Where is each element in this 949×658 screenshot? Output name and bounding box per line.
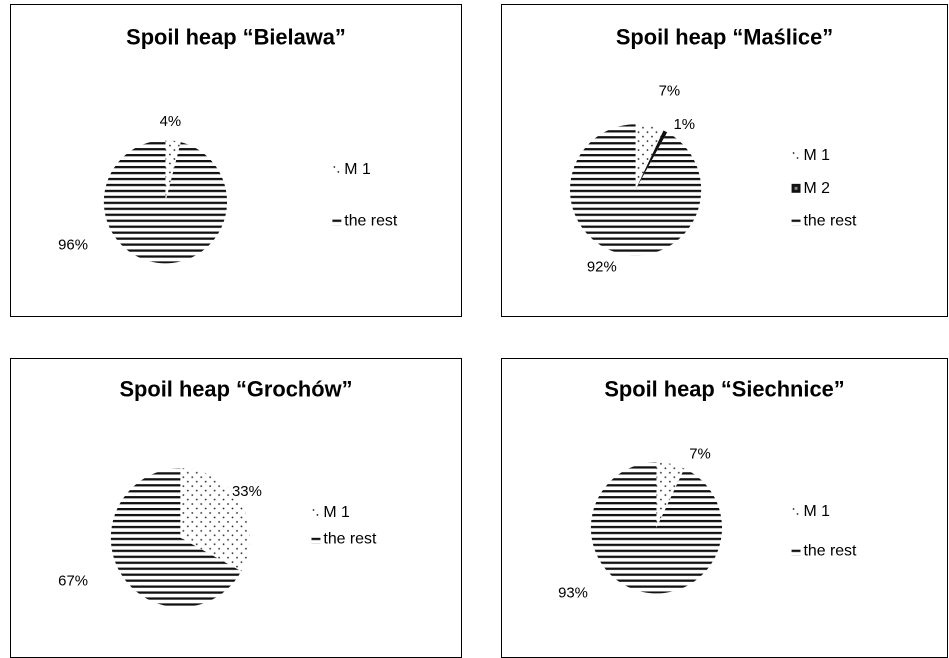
- pie-slice-m-1: [165, 140, 181, 202]
- pie-slice-m-1: [656, 462, 685, 528]
- pie-slice-the-rest: [103, 140, 228, 264]
- legend-label: the rest: [803, 543, 857, 560]
- legend-swatch: [311, 534, 321, 544]
- data-label-m-1: 7%: [689, 446, 711, 462]
- pie-slice-the-rest: [590, 462, 723, 594]
- pie-chart-siechnice: Spoil heap “Siechnice” 7% M 1 93% the rest: [558, 377, 857, 602]
- pie-chart-maslice: Spoil heap “Maślice” 7% M 1 1% M 2 92% the res…: [570, 25, 857, 275]
- data-label-the-rest: 93%: [558, 585, 588, 601]
- data-label-the-rest: 67%: [58, 573, 88, 589]
- chart-title: Spoil heap “Grochów”: [119, 377, 352, 402]
- chart-panel-grochow: Spoil heap “Grochów” 33% M 1 67% the rest: [10, 358, 462, 658]
- chart-title: Spoil heap “Maślice”: [616, 25, 833, 50]
- legend-item-the-rest: the rest: [791, 543, 857, 560]
- legend-label: M 1: [803, 503, 830, 520]
- pie-slice-m-2: [635, 130, 668, 190]
- chart-title: Spoil heap “Bielawa”: [126, 25, 346, 50]
- legend-label: M 1: [323, 504, 350, 521]
- legend-label: M 1: [344, 161, 371, 178]
- legend-label: the rest: [344, 213, 398, 230]
- pie-slice-the-rest: [110, 468, 242, 608]
- legend-label: M 1: [803, 147, 830, 164]
- chart-panel-maslice: Spoil heap “Maślice” 7% M 1 1% M 2 92% the res…: [501, 4, 948, 317]
- legend-swatch: [312, 509, 315, 511]
- legend-item-m-1: M 1: [792, 147, 830, 164]
- data-label-m-1: 7%: [659, 83, 681, 99]
- legend-swatch: [333, 166, 336, 168]
- chart-panel-siechnice: Spoil heap “Siechnice” 7% M 1 93% the rest: [501, 358, 948, 658]
- pie-chart-bielawa: Spoil heap “Bielawa” 4% M 1 96% the rest: [58, 25, 398, 264]
- legend-item-the-rest: the rest: [311, 531, 377, 548]
- data-label-m-2: 1%: [673, 117, 695, 133]
- legend-item-the-rest: the rest: [332, 213, 398, 230]
- chart-title: Spoil heap “Siechnice”: [604, 377, 844, 402]
- legend-swatch: [792, 152, 795, 154]
- pie-slice-m-1: [635, 124, 664, 190]
- legend-swatch: [792, 508, 795, 510]
- legend-label: M 2: [803, 180, 830, 197]
- legend-swatch: [791, 216, 801, 226]
- pie-slice-m-1: [180, 468, 250, 572]
- legend-label: the rest: [803, 213, 857, 230]
- pie-slice-the-rest: [570, 124, 702, 256]
- legend-item-m-1: M 1: [312, 504, 350, 521]
- chart-panel-bielawa: Spoil heap “Bielawa” 4% M 1 96% the rest: [10, 4, 462, 317]
- legend-item-m-1: M 1: [333, 161, 371, 178]
- pie-chart-grochow: Spoil heap “Grochów” 33% M 1 67% the rest: [58, 377, 377, 608]
- data-label-the-rest: 92%: [587, 259, 617, 275]
- legend-label: the rest: [323, 531, 377, 548]
- data-label-the-rest: 96%: [58, 237, 88, 253]
- legend-swatch: [791, 546, 801, 556]
- legend-item-m-2: M 2: [791, 180, 830, 197]
- legend-item-m-1: M 1: [792, 503, 830, 520]
- legend-swatch: [332, 216, 342, 226]
- data-label-m-1: 33%: [232, 484, 262, 500]
- data-label-m-1: 4%: [160, 114, 182, 130]
- legend-item-the-rest: the rest: [791, 213, 857, 230]
